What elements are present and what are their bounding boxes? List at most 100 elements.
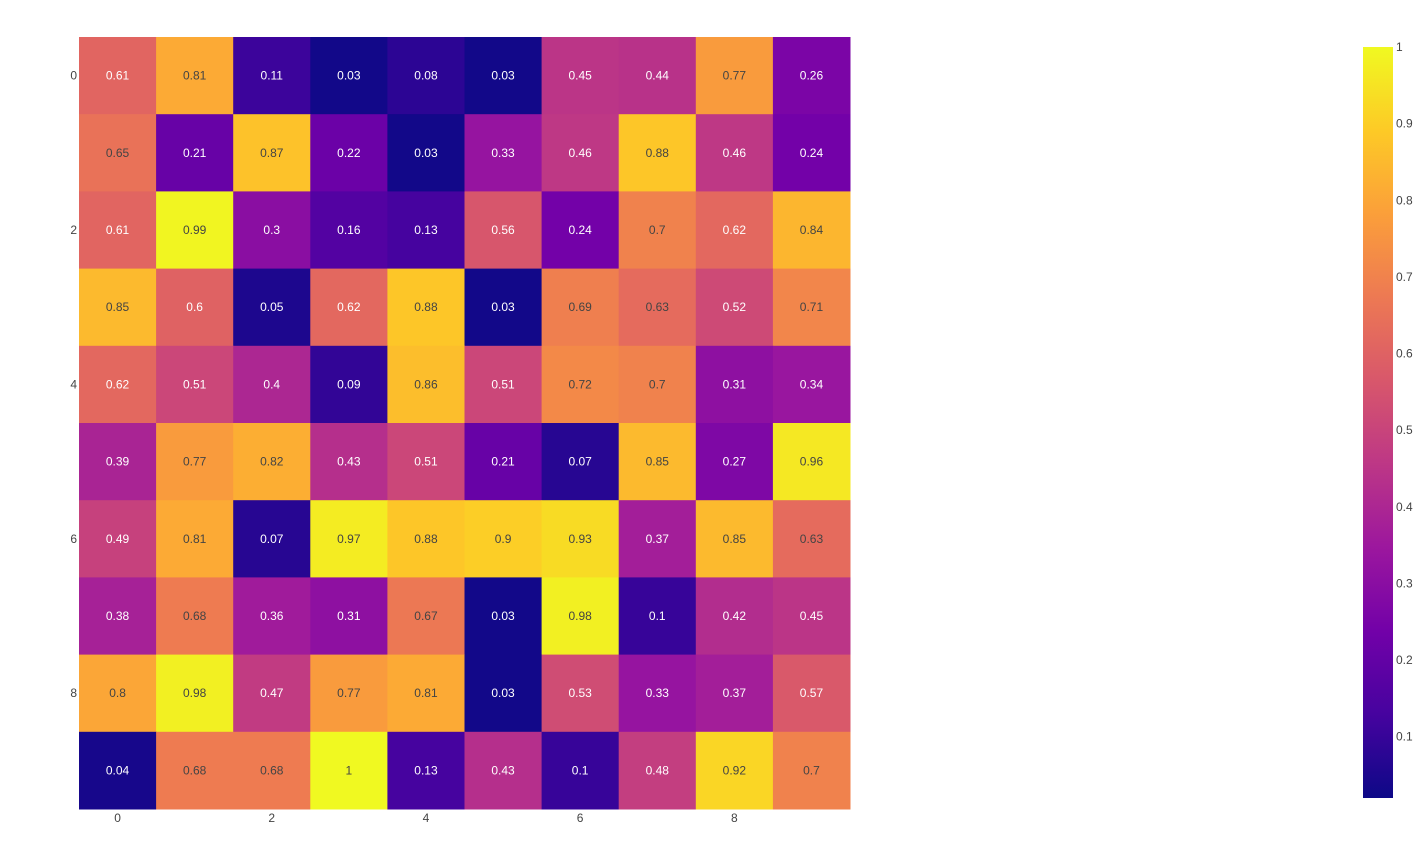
cell-value-label: 0.81 — [183, 532, 207, 546]
colorbar: 0.1 0.2 0.3 0.4 0.5 0.6 0.7 0.8 0.9 1 — [1363, 40, 1413, 798]
y-axis: 02468 — [70, 69, 77, 701]
cell-value-label: 0.09 — [337, 377, 361, 391]
colorbar-tick-label: 1 — [1396, 40, 1403, 54]
colorbar-tick-label: 0.9 — [1396, 117, 1413, 131]
cell-value-label: 0.92 — [723, 763, 747, 777]
cell-value-label: 0.65 — [106, 146, 130, 160]
cell-value-label: 0.87 — [260, 146, 284, 160]
cell-value-label: 0.21 — [183, 146, 207, 160]
cell-value-label: 0.84 — [800, 223, 824, 237]
cell-value-label: 0.31 — [723, 377, 747, 391]
cell-value-label: 0.03 — [337, 69, 361, 83]
cell-value-label: 0.49 — [106, 532, 130, 546]
cell-value-label: 0.45 — [800, 609, 824, 623]
cell-value-label: 0.71 — [800, 300, 824, 314]
y-tick-label: 6 — [70, 532, 77, 546]
cell-value-label: 0.42 — [723, 609, 747, 623]
cell-value-label: 0.81 — [183, 69, 207, 83]
cell-value-label: 0.46 — [723, 146, 747, 160]
x-tick-label: 0 — [114, 811, 121, 825]
cell-value-label: 0.47 — [260, 686, 284, 700]
cell-value-label: 0.82 — [260, 455, 284, 469]
cell-value-label: 0.39 — [106, 455, 130, 469]
cell-value-label: 0.63 — [646, 300, 670, 314]
colorbar-tick-label: 0.5 — [1396, 423, 1413, 437]
colorbar-tick-label: 0.4 — [1396, 500, 1413, 514]
cell-value-label: 0.72 — [568, 377, 592, 391]
cell-value-label: 0.03 — [491, 686, 515, 700]
x-tick-label: 2 — [268, 811, 275, 825]
y-tick-label: 0 — [70, 69, 77, 83]
cell-value-label: 0.26 — [800, 69, 824, 83]
cell-value-label: 0.88 — [414, 532, 438, 546]
y-tick-label: 4 — [70, 377, 77, 391]
cell-value-label: 0.56 — [491, 223, 515, 237]
cell-value-label: 0.7 — [803, 763, 820, 777]
colorbar-tick-label: 0.6 — [1396, 347, 1413, 361]
cell-value-label: 0.61 — [106, 69, 130, 83]
cell-value-label: 0.36 — [260, 609, 284, 623]
colorbar-tick-label: 0.1 — [1396, 730, 1413, 744]
cell-value-label: 0.67 — [414, 609, 438, 623]
cell-value-label: 0.11 — [261, 69, 284, 83]
cell-value-label: 0.31 — [337, 609, 361, 623]
cell-value-label: 0.03 — [491, 69, 515, 83]
colorbar-tick-label: 0.2 — [1396, 653, 1413, 667]
x-tick-label: 6 — [577, 811, 584, 825]
cell-value-label: 0.96 — [800, 455, 824, 469]
cell-value-label: 0.43 — [491, 763, 515, 777]
cell-value-label: 0.43 — [337, 455, 361, 469]
cell-value-label: 0.51 — [491, 377, 515, 391]
cell-value-label: 0.27 — [723, 455, 747, 469]
cell-value-label: 0.85 — [646, 455, 670, 469]
cell-value-label: 1 — [346, 763, 353, 777]
cell-value-label: 0.45 — [568, 69, 592, 83]
cell-value-label: 0.4 — [263, 377, 280, 391]
cell-value-label: 0.99 — [183, 223, 207, 237]
colorbar-tick-label: 0.8 — [1396, 193, 1413, 207]
cell-value-label: 0.53 — [568, 686, 592, 700]
cell-value-label: 0.8 — [109, 686, 126, 700]
y-tick-label: 8 — [70, 686, 77, 700]
cell-value-label: 0.13 — [414, 763, 438, 777]
cell-value-label: 0.51 — [183, 377, 207, 391]
cell-value-label: 0.98 — [568, 609, 592, 623]
cell-value-label: 0.1 — [572, 763, 589, 777]
cell-value-label: 0.37 — [723, 686, 747, 700]
cell-value-label: 0.34 — [800, 377, 824, 391]
cell-value-label: 0.33 — [491, 146, 515, 160]
cell-value-label: 0.9 — [495, 532, 512, 546]
cell-value-label: 0.22 — [337, 146, 361, 160]
cell-value-label: 0.62 — [337, 300, 361, 314]
cell-value-label: 0.51 — [414, 455, 438, 469]
cell-value-label: 0.68 — [183, 609, 207, 623]
cell-value-label: 0.37 — [646, 532, 670, 546]
cell-value-label: 0.7 — [649, 223, 666, 237]
cell-value-label: 0.61 — [106, 223, 130, 237]
cell-value-label: 0.33 — [646, 686, 670, 700]
cell-value-label: 0.21 — [491, 455, 515, 469]
cell-value-label: 0.04 — [106, 763, 130, 777]
cell-value-label: 0.85 — [106, 300, 130, 314]
cell-value-label: 0.69 — [568, 300, 592, 314]
cell-value-label: 0.24 — [800, 146, 824, 160]
cell-value-label: 0.24 — [568, 223, 592, 237]
cell-value-label: 0.1 — [649, 609, 666, 623]
colorbar-tick-label: 0.7 — [1396, 270, 1413, 284]
colorbar-tick-label: 0.3 — [1396, 576, 1413, 590]
cell-value-label: 0.07 — [568, 455, 592, 469]
cell-value-label: 0.46 — [568, 146, 592, 160]
cell-value-label: 0.93 — [568, 532, 592, 546]
cell-value-label: 0.63 — [800, 532, 824, 546]
cell-value-label: 0.77 — [723, 69, 747, 83]
cell-value-label: 0.86 — [414, 377, 438, 391]
cell-value-label: 0.68 — [183, 763, 207, 777]
cell-value-label: 0.77 — [337, 686, 361, 700]
x-tick-label: 8 — [731, 811, 738, 825]
cell-value-label: 0.52 — [723, 300, 747, 314]
cell-value-label: 0.08 — [414, 69, 438, 83]
cell-value-label: 0.48 — [646, 763, 670, 777]
cell-value-label: 0.62 — [106, 377, 130, 391]
